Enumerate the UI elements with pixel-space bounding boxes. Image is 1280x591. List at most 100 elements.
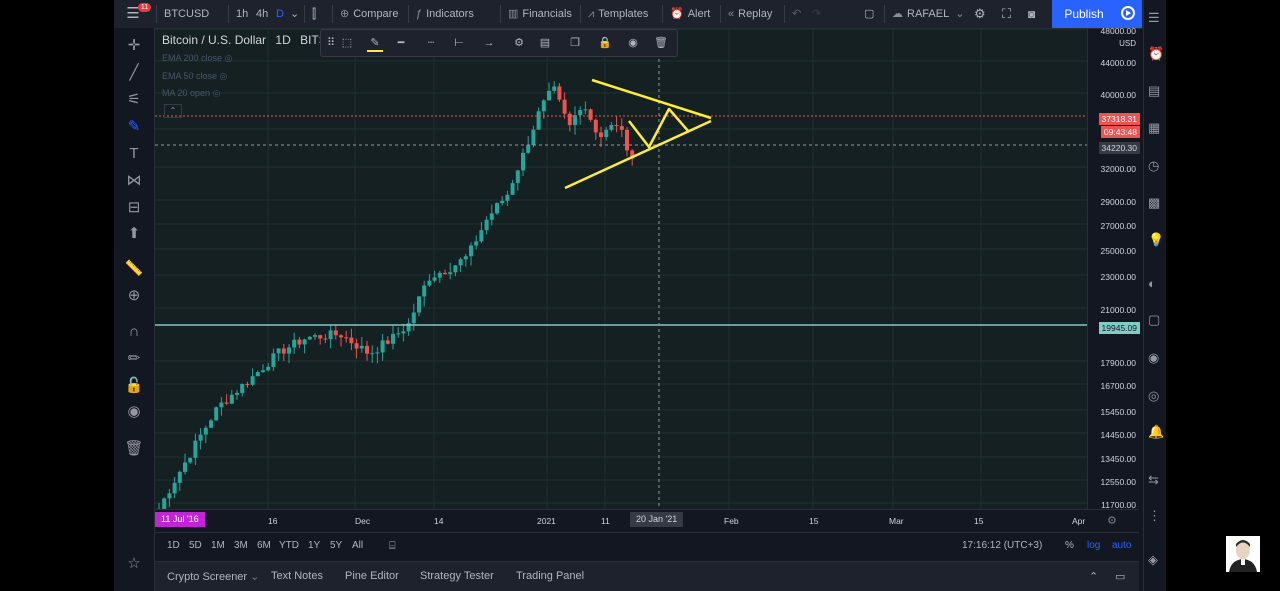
line-style-icon[interactable]: ┄ [427,37,435,49]
chat-icon[interactable]: ▢ [1148,312,1161,327]
interval-4h[interactable]: 4h [256,8,269,20]
publish-button[interactable]: Publish [1052,0,1116,28]
replay-button[interactable]: «Replay [728,0,772,28]
collapse-legend-icon[interactable]: ⌃ [164,104,182,118]
tab-strategy-tester[interactable]: Strategy Tester [420,570,494,582]
templates-button[interactable]: ⩘ Templates [588,0,648,28]
text-icon[interactable]: T [129,145,139,162]
layers-icon[interactable]: ◈ [1148,552,1158,567]
lock-icon[interactable]: 🔒 [598,37,612,49]
alerts-icon[interactable]: ⏰ [1148,46,1165,61]
visibility-icon[interactable]: ▤ [539,37,551,49]
brush-icon[interactable]: ✎ [127,118,141,135]
lock-drawing-icon[interactable]: ✏ [127,350,141,367]
prediction-icon[interactable]: ⊟ [127,199,141,216]
play-icon[interactable] [1116,0,1142,28]
lock-icon[interactable]: 🔓 [124,377,144,394]
chart-pane[interactable] [155,29,1087,509]
indicator-ma20[interactable]: MA 20 open ◎ [162,88,220,99]
range-button[interactable]: YTD [279,540,299,551]
eye-icon[interactable]: ◎ [224,53,233,63]
eye-icon[interactable]: ◉ [127,403,141,420]
indicator-ema50[interactable]: EMA 50 close ◎ [162,71,227,82]
tab-crypto-screener[interactable]: Crypto Screener ⌄ [167,570,259,583]
range-button[interactable]: 1M [211,540,225,551]
layout-square-icon[interactable]: ▢ [864,8,875,20]
hide-icon[interactable]: ◉ [628,37,638,49]
chevron-down-icon[interactable]: ⌄ [290,8,300,20]
tab-pine-editor[interactable]: Pine Editor [345,570,399,582]
interval-1h[interactable]: 1h [236,8,249,20]
candlestick-chart[interactable] [155,29,1087,509]
grid-icon[interactable]: ▩ [1148,195,1161,210]
auto-toggle[interactable]: auto [1112,540,1132,551]
range-button[interactable]: All [352,540,364,551]
tab-trading-panel[interactable]: Trading Panel [516,570,585,582]
alert-button[interactable]: ⏰ Alert [670,0,710,28]
gear-icon[interactable]: ⚙ [514,37,524,49]
data-window-icon[interactable]: ▤ [1148,83,1161,98]
trash-icon[interactable]: 🗑 [124,440,144,457]
template-icon[interactable]: ⬚ [341,37,353,49]
financials-button[interactable]: ▥ Financials [508,0,572,28]
redo-icon[interactable]: ↷ [812,8,822,20]
range-button[interactable]: 3M [234,540,248,551]
ruler-icon[interactable]: 📏 [124,260,144,277]
symbol-title[interactable]: Bitcoin / U.S. Dollar [162,33,267,47]
zoom-in-icon[interactable]: ⊕ [127,287,141,304]
crosshair-icon[interactable]: ✛ [127,37,141,54]
eye-icon[interactable]: ◎ [212,88,221,98]
range-button[interactable]: 1Y [308,540,321,551]
watchlist-icon[interactable]: ☰ [1148,10,1160,25]
broadcast-icon[interactable]: ◎ [1148,388,1160,403]
notifications-icon[interactable]: ◉ [1148,350,1160,365]
line-end-icon[interactable]: → [483,37,495,49]
percent-toggle[interactable]: % [1065,540,1074,551]
drag-handle-icon[interactable]: ⠿ [326,37,336,49]
menu-icon[interactable]: ☰ [126,5,140,22]
fullscreen-icon[interactable]: ⛶ [1002,6,1012,21]
fib-icon[interactable]: ⚟ [127,91,141,108]
gear-icon[interactable]: ⚙ [974,6,986,21]
indicators-button[interactable]: ƒ Indicators [416,0,474,28]
gear-icon[interactable]: ⚙ [1107,515,1117,527]
time-axis[interactable]: 11 Jul '16 16 Dec 14 2021 11 Feb 15 Mar 15 Apr 20… [155,509,1139,532]
streams-icon[interactable]: ◐ [1148,276,1156,291]
star-icon[interactable]: ☆ [127,555,141,572]
order-panel-icon[interactable]: ⇆ [1148,472,1159,487]
line-color-icon[interactable]: ✎ [367,35,383,52]
line-start-icon[interactable]: ⊢ [454,37,464,49]
camera-icon[interactable]: ◙ [1028,7,1036,21]
clone-icon[interactable]: ❐ [570,37,580,49]
range-button[interactable]: 5D [189,540,202,551]
ideas-icon[interactable]: 💡 [1148,232,1165,247]
trash-icon[interactable]: 🗑 [654,37,668,49]
calendar-icon[interactable]: ◷ [1148,158,1160,173]
price-axis[interactable]: USD 48000.00 44000.00 40000.00 37318.31 09:4… [1087,26,1140,510]
pattern-icon[interactable]: ⋈ [126,172,142,189]
line-width-icon[interactable]: ━ [397,37,405,49]
interval-d[interactable]: D [276,8,284,20]
log-toggle[interactable]: log [1087,540,1101,551]
candles-icon[interactable]: ⫿ [312,6,317,21]
symbol-search[interactable]: BTCUSD [164,8,210,20]
dom-icon[interactable]: ⋮ [1148,508,1161,523]
clock-readout[interactable]: 17:16:12 (UTC+3) [962,540,1043,551]
range-button[interactable]: 6M [257,540,271,551]
compare-button[interactable]: ⊕ Compare [340,0,398,28]
eye-icon[interactable]: ◎ [219,71,228,81]
bell-icon[interactable]: 🔔 [1148,424,1165,439]
layout-name[interactable]: ☁ RAFAEL ⌄ [892,0,968,28]
calendar-icon[interactable]: ⌸ [389,540,396,552]
range-button[interactable]: 1D [167,540,180,551]
indicator-ema200[interactable]: EMA 200 close ◎ [162,53,232,64]
maximize-icon[interactable]: ▭ [1115,571,1126,583]
range-button[interactable]: 5Y [330,540,343,551]
magnet-icon[interactable]: ∩ [128,323,140,340]
chevron-up-icon[interactable]: ⌃ [1089,571,1099,583]
hotlist-icon[interactable]: ▦ [1148,120,1161,135]
trend-line-icon[interactable]: ╱ [129,64,139,81]
arrow-up-icon[interactable]: ⬆ [127,225,141,242]
undo-icon[interactable]: ↶ [792,8,802,20]
tab-text-notes[interactable]: Text Notes [271,570,323,582]
